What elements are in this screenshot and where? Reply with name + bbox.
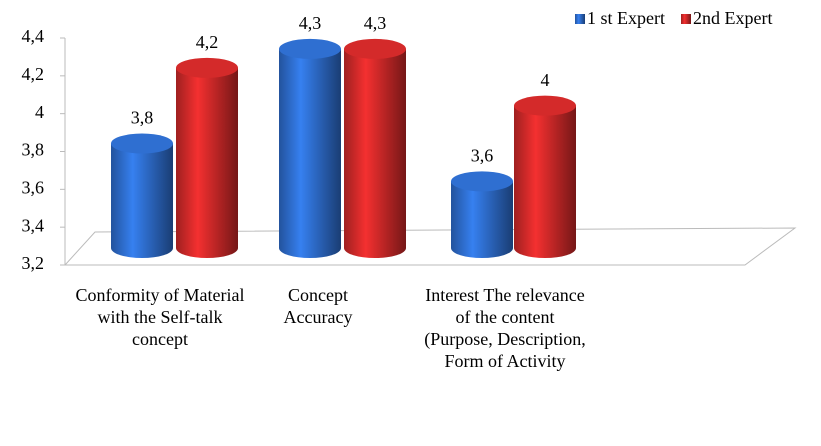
- y-tick-label: 4,4: [22, 26, 45, 46]
- bar-top: [344, 38, 406, 59]
- y-tick-label: 3,4: [22, 215, 45, 235]
- value-label: 4,3: [364, 13, 387, 33]
- value-label: 3,6: [471, 145, 494, 165]
- x-tick-label: Conformity of Material with the Self-tal…: [75, 285, 245, 349]
- y-tick-label: 3,6: [22, 177, 45, 197]
- x-tick-label: Interest The relevance of the content (P…: [424, 285, 586, 371]
- bar-body: [176, 67, 238, 248]
- y-tick-label: 4,2: [22, 64, 45, 84]
- bar-top: [176, 57, 238, 78]
- bar: [176, 57, 238, 258]
- bar: [514, 95, 576, 258]
- legend-swatch: [575, 14, 585, 24]
- bar: [111, 133, 173, 258]
- y-tick-label: 3,2: [22, 253, 45, 273]
- legend-label: 1 st Expert: [587, 8, 665, 28]
- bar-body: [279, 48, 341, 248]
- value-label: 4: [541, 70, 550, 90]
- bar: [279, 38, 341, 258]
- bar: [451, 171, 513, 258]
- bar-top: [279, 38, 341, 59]
- bar-body: [514, 105, 576, 249]
- bar-body: [111, 143, 173, 248]
- legend-swatch: [681, 14, 691, 24]
- legend-label: 2nd Expert: [693, 8, 772, 28]
- bar-body: [344, 48, 406, 248]
- x-tick-label: Concept Accuracy: [283, 285, 353, 327]
- bar-top: [111, 133, 173, 154]
- value-label: 4,2: [196, 32, 219, 52]
- value-label: 4,3: [299, 13, 322, 33]
- bar-top: [514, 95, 576, 116]
- bar: [344, 38, 406, 258]
- bar-body: [451, 181, 513, 248]
- bar-top: [451, 171, 513, 192]
- y-tick-label: 4: [35, 102, 44, 122]
- value-label: 3,8: [131, 108, 154, 128]
- y-tick-label: 3,8: [22, 140, 45, 160]
- floor: [63, 227, 797, 266]
